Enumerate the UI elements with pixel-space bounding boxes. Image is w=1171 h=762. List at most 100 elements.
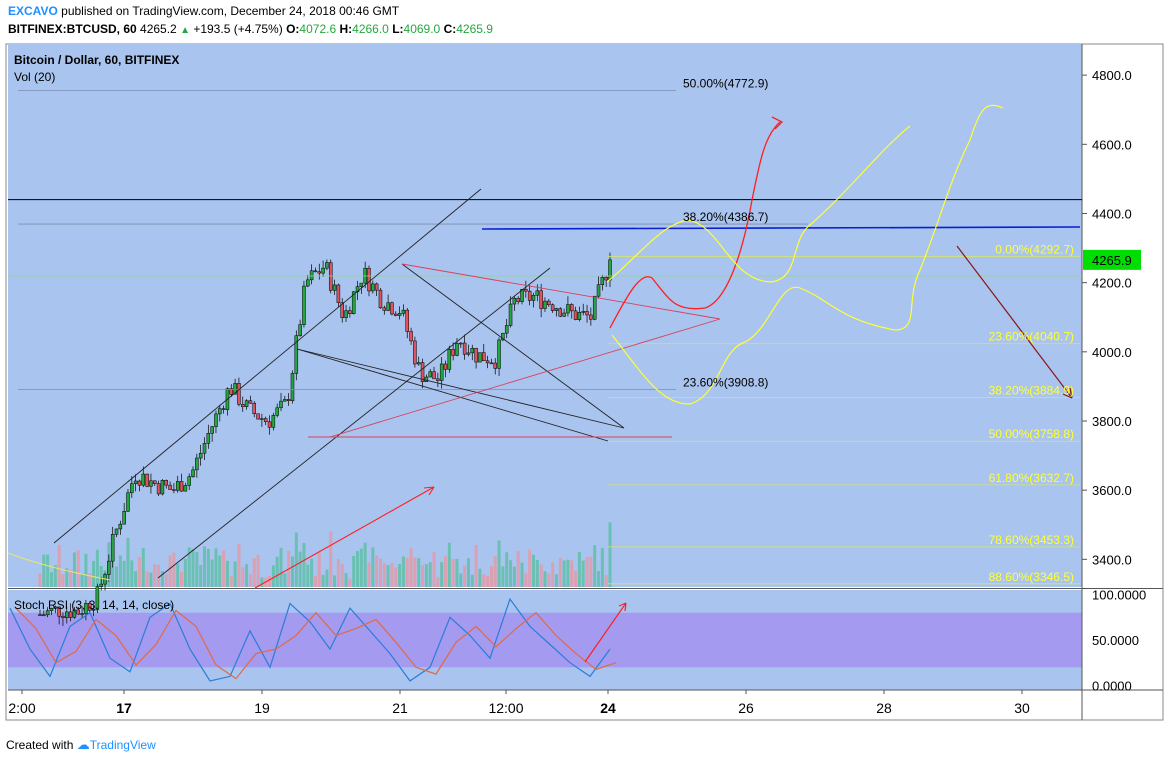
projection-yellow-2	[611, 104, 1004, 405]
volume-bar	[421, 565, 425, 587]
volume-bar	[509, 560, 513, 587]
candle-body	[386, 302, 390, 311]
volume-bar	[543, 571, 547, 587]
volume-bar	[290, 556, 294, 587]
rsi-arrow	[584, 602, 627, 663]
y-tick-label: 3600.0	[1092, 483, 1132, 498]
candle-body	[279, 400, 283, 409]
volume-bar	[497, 540, 501, 587]
candle-body	[562, 312, 566, 317]
rsi-arrow-head	[618, 602, 627, 612]
volume-bar	[72, 552, 76, 587]
candle-body	[294, 335, 299, 374]
volume-bar	[505, 552, 509, 587]
candle-body	[76, 609, 81, 615]
volume-bar	[340, 563, 344, 587]
volume-bar	[99, 566, 103, 587]
candle-body	[130, 483, 134, 494]
candle-body	[596, 284, 601, 297]
candle-body	[462, 342, 467, 355]
candle-body	[84, 603, 88, 614]
trend-line	[53, 188, 482, 544]
candle-body	[206, 433, 211, 444]
volume-bar	[279, 547, 283, 587]
volume-bar	[164, 574, 168, 587]
candle-body	[233, 383, 237, 395]
candle-body	[592, 295, 597, 320]
candle-body	[210, 426, 214, 434]
tradingview-link[interactable]: TradingView	[89, 738, 156, 752]
candle-body	[275, 407, 279, 416]
candle-body	[459, 342, 463, 345]
volume-bar	[417, 558, 421, 587]
candle-body	[198, 452, 203, 459]
volume-bar	[42, 554, 46, 587]
volume-bar	[168, 555, 172, 587]
volume-bar	[149, 572, 153, 587]
candle-body	[547, 300, 551, 306]
candle-body	[608, 259, 612, 281]
candle-body	[309, 270, 314, 281]
volume-bar	[191, 549, 195, 587]
candle-body	[195, 457, 199, 471]
candle-body	[470, 347, 475, 354]
candle-body	[65, 611, 69, 618]
fib-left-label: 50.00%(4772.9)	[683, 77, 768, 91]
candle-body	[600, 276, 605, 285]
volume-bar	[145, 571, 149, 587]
candle-body	[122, 510, 126, 525]
candle-body	[172, 489, 176, 491]
x-tick-label: 2:00	[8, 700, 35, 716]
y-tick-label: 4600.0	[1092, 137, 1132, 152]
volume-bar	[69, 570, 73, 587]
candle-body	[409, 331, 413, 342]
y-tick-label: 4200.0	[1092, 276, 1132, 291]
volume-bar	[382, 563, 386, 587]
candle-body	[290, 373, 295, 401]
candle-body	[187, 476, 191, 486]
last-price-label: 4265.9	[1092, 253, 1132, 268]
volume-bar	[57, 545, 61, 587]
candle-body	[589, 314, 593, 320]
volume-bar	[470, 574, 474, 587]
volume-bar	[46, 554, 50, 587]
volume-bar	[38, 573, 42, 587]
high-value: 4266.0	[352, 22, 389, 36]
candle-body	[160, 480, 165, 495]
x-tick-label: 24	[600, 700, 616, 716]
volume-bar	[375, 555, 379, 587]
volume-bar	[214, 548, 218, 587]
candle-body	[126, 492, 130, 512]
candle-body	[569, 304, 574, 312]
candle-body	[401, 309, 406, 314]
candle-body	[524, 289, 528, 292]
volume-bar	[141, 548, 145, 587]
volume-bar	[137, 557, 141, 587]
volume-bar	[363, 542, 367, 587]
volume-bar	[95, 549, 99, 587]
volume-bar	[172, 552, 176, 587]
candle-body	[478, 352, 482, 363]
volume-bar	[378, 558, 382, 587]
candle-body	[313, 270, 318, 273]
candle-body	[244, 400, 249, 407]
candle-body	[87, 603, 92, 611]
publish-line: EXCAVO published on TradingView.com, Dec…	[8, 4, 399, 18]
price-pane	[8, 44, 1082, 587]
volume-bar	[413, 557, 417, 587]
volume-bar	[535, 559, 539, 587]
volume-bar	[401, 556, 405, 587]
candle-body	[466, 352, 471, 355]
author-link[interactable]: EXCAVO	[8, 4, 58, 18]
candle-body	[416, 362, 421, 365]
volume-bar	[118, 555, 122, 587]
candle-body	[501, 332, 505, 341]
candle-body	[221, 408, 226, 410]
volume-bar	[271, 565, 275, 587]
volume-bar	[225, 560, 229, 587]
candle-body	[118, 523, 123, 530]
volume-bar	[455, 558, 459, 587]
projection-red-head	[771, 116, 784, 130]
x-tick-label: 26	[738, 700, 754, 716]
